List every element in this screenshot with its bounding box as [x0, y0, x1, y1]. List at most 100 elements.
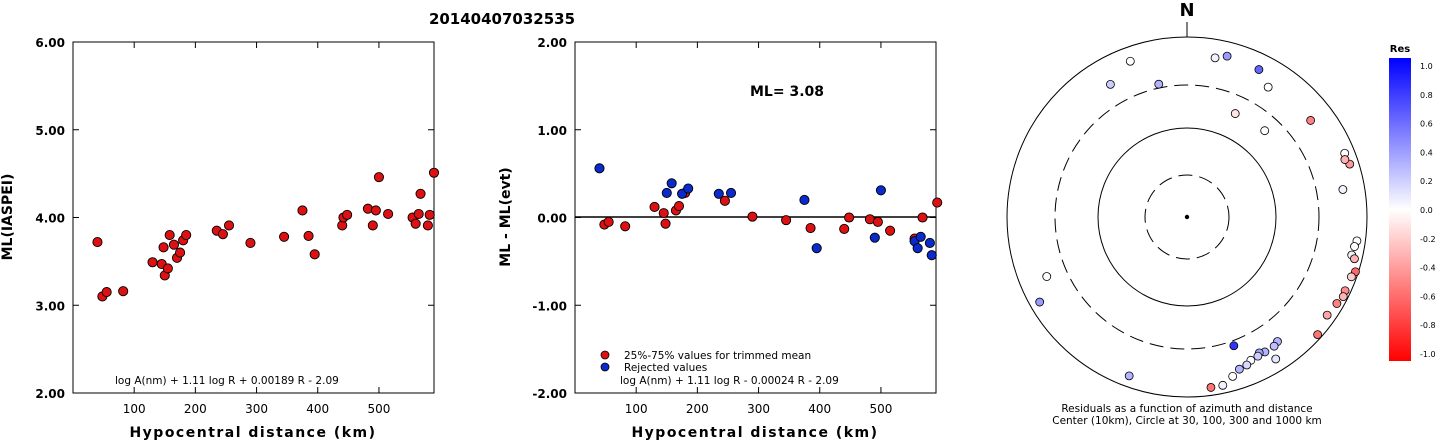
data-point	[869, 232, 880, 243]
station-point	[1035, 297, 1045, 307]
data-point	[719, 195, 730, 206]
x-tick-label: 500	[869, 402, 892, 416]
azimuth-residual-plot: N Residuals as a function of azimuth and…	[1006, 0, 1368, 427]
station-point	[1218, 380, 1228, 390]
data-point	[725, 187, 737, 198]
data-point	[844, 212, 855, 223]
station-point	[1269, 341, 1279, 351]
y-tick-label: 5.00	[35, 124, 65, 138]
station-point	[1340, 155, 1350, 164]
data-point	[781, 215, 792, 226]
data-point	[424, 209, 435, 220]
data-point	[799, 194, 810, 205]
data-point	[872, 216, 883, 227]
data-point	[410, 218, 421, 229]
data-point	[373, 172, 384, 183]
colorbar-tick-label: -1.0	[1420, 350, 1436, 359]
data-point	[367, 220, 378, 231]
y-tick-label: -2.00	[532, 387, 567, 401]
y-tick-label: -1.00	[532, 299, 567, 313]
data-point	[309, 249, 320, 260]
data-point	[666, 178, 677, 189]
x-tick-label: 200	[686, 402, 709, 416]
data-point	[747, 211, 758, 222]
north-label: N	[1179, 0, 1194, 21]
data-point	[164, 229, 175, 241]
station-point	[1234, 364, 1244, 374]
data-point	[118, 286, 129, 297]
station-point	[1338, 292, 1348, 302]
data-point	[181, 229, 192, 241]
colorbar-tick-label: 0.4	[1420, 148, 1433, 157]
y-tick-label: 4.00	[35, 212, 65, 226]
x-axis-label: Hypocentral distance (km)	[129, 425, 376, 441]
data-point	[415, 188, 426, 199]
colorbar-tick-label: -0.2	[1420, 235, 1436, 244]
y-tick-label: 1.00	[537, 124, 567, 138]
center-dot	[1184, 214, 1190, 220]
x-tick-label: 200	[184, 402, 207, 416]
colorbar-tick-label: -0.4	[1420, 264, 1436, 273]
data-point	[673, 201, 685, 212]
data-point	[422, 220, 433, 231]
data-point	[926, 250, 937, 261]
station-point	[1222, 51, 1232, 61]
station-point	[1350, 254, 1359, 264]
data-point	[713, 188, 724, 199]
x-tick-label: 400	[306, 402, 329, 416]
station-point	[1106, 79, 1115, 89]
data-point	[658, 208, 669, 219]
station-point	[1338, 185, 1348, 194]
x-tick-label: 300	[747, 402, 770, 416]
data-point	[303, 230, 314, 241]
ring-30km	[1144, 174, 1230, 260]
station-point	[1263, 82, 1273, 92]
data-point	[912, 243, 923, 254]
ring-100km	[1097, 127, 1277, 307]
station-point	[1124, 371, 1134, 381]
station-point	[1230, 109, 1240, 118]
legend-marker-rejected	[600, 362, 610, 372]
data-point	[811, 243, 822, 254]
data-point	[885, 225, 896, 236]
station-point	[1313, 330, 1323, 340]
colorbar-tick-label: 0.2	[1420, 177, 1433, 186]
y-tick-label: 3.00	[35, 299, 65, 313]
data-point	[342, 209, 353, 220]
data-point	[147, 257, 158, 268]
legend-label-trimmed: 25%-75% values for trimmed mean	[624, 350, 811, 362]
station-point	[1210, 53, 1220, 63]
colorbar-tick-label: 1.0	[1420, 62, 1433, 71]
colorbar-gradient	[1389, 58, 1411, 361]
station-point	[1271, 354, 1281, 364]
y-axis-label: ML(IASPEI)	[0, 174, 16, 261]
colorbar-tick-label: 0.6	[1420, 120, 1433, 129]
station-point	[1260, 126, 1270, 136]
y-tick-label: 2.00	[35, 387, 65, 401]
formula-label: log A(nm) + 1.11 log R - 0.00024 R - 2.0…	[620, 375, 839, 387]
data-point	[805, 222, 816, 234]
x-axis-label: Hypocentral distance (km)	[631, 425, 878, 441]
data-point	[297, 205, 308, 216]
data-point	[683, 183, 694, 194]
y-axis-label: ML - ML(evt)	[498, 167, 514, 266]
data-point	[915, 231, 926, 242]
magnitude-vs-distance-plot: 100 200 300 400 500 2.00 3.00 4.00 5.00 6.00 ML(I…	[0, 36, 440, 441]
y-tick-label: 0.00	[537, 212, 567, 226]
data-point	[839, 223, 850, 234]
data-point	[932, 197, 943, 208]
x-tick-label: 300	[245, 402, 268, 416]
station-point	[1206, 383, 1216, 392]
data-point	[101, 287, 112, 298]
colorbar-tick-label: 0.0	[1420, 206, 1433, 215]
y-tick-label: 2.00	[537, 36, 567, 50]
colorbar-title: Res	[1390, 44, 1410, 55]
colorbar-tick-label: -0.8	[1420, 321, 1436, 330]
station-point	[1229, 341, 1239, 351]
plot-frame	[72, 41, 435, 394]
residual-vs-distance-plot: 100 200 300 400 500 -2.00 -1.00 0.00 1.00 2.00 ML…	[498, 36, 943, 441]
data-point	[162, 263, 173, 274]
station-point	[1253, 351, 1263, 361]
data-point	[620, 221, 631, 232]
station-point	[1042, 272, 1052, 281]
